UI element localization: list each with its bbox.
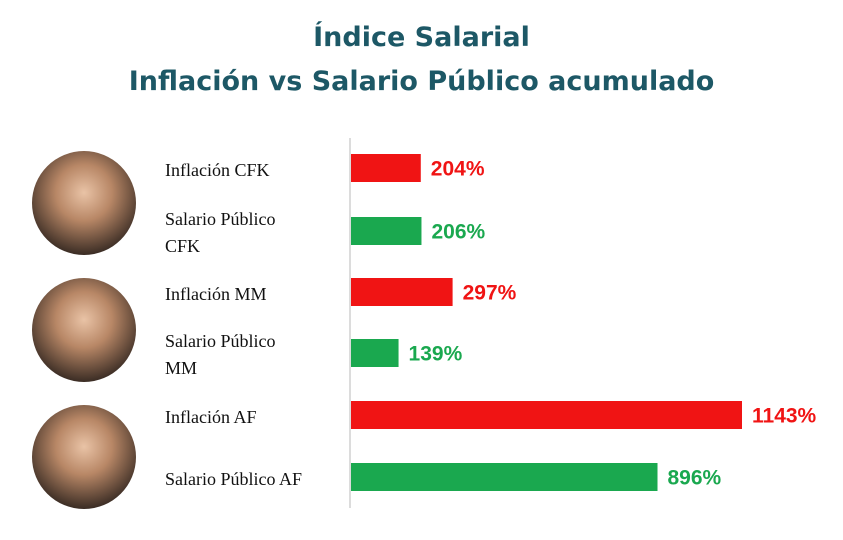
portrait [32,151,136,255]
bar [351,217,422,245]
chart-subtitle: Inflación vs Salario Público acumulado [128,66,715,97]
value-label: 297% [463,282,517,305]
value-label: 896% [668,467,722,490]
portrait [32,278,136,382]
bar [351,154,421,182]
category-label: Inflación MM [165,283,267,304]
value-label: 204% [431,158,485,181]
bar [351,339,399,367]
value-label: 206% [431,221,485,244]
portrait [32,405,136,509]
category-label: Inflación CFK [165,159,270,180]
category-label: Inflación AF [165,406,257,427]
bar [351,278,453,306]
value-label: 139% [409,343,463,366]
value-label: 1143% [752,405,817,428]
category-label: Salario Público MM [165,331,276,378]
bar [351,401,742,429]
category-label: Salario Público AF [165,468,303,489]
bar [351,463,658,491]
category-label: Salario Público CFK [165,209,276,256]
chart-title: Índice Salarial [313,22,530,53]
